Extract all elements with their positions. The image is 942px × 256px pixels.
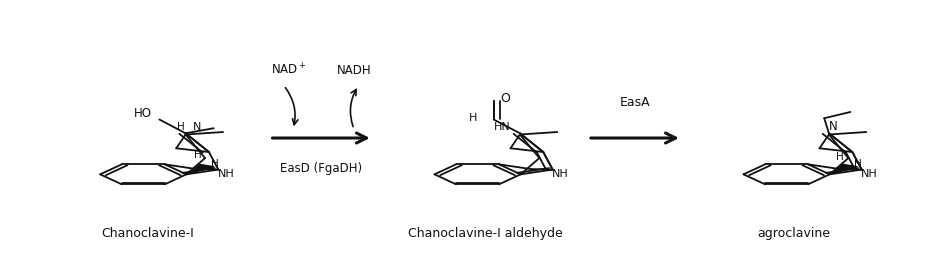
Text: N: N: [193, 122, 202, 132]
Text: EasA: EasA: [620, 97, 650, 110]
Text: H: H: [194, 150, 202, 159]
Text: NADH: NADH: [336, 64, 371, 77]
Text: NH: NH: [218, 169, 235, 179]
Polygon shape: [830, 164, 857, 174]
Text: O: O: [500, 92, 510, 105]
Text: agroclavine: agroclavine: [757, 227, 831, 240]
Text: H: H: [836, 152, 844, 162]
Text: Chanoclavine-I: Chanoclavine-I: [102, 227, 194, 240]
Text: NAD$^+$: NAD$^+$: [270, 63, 306, 78]
Text: Chanoclavine-I aldehyde: Chanoclavine-I aldehyde: [408, 227, 562, 240]
Text: H: H: [854, 159, 862, 169]
Text: HN: HN: [494, 122, 511, 132]
Text: H: H: [468, 113, 477, 123]
Text: H: H: [211, 159, 219, 169]
Text: N: N: [829, 120, 838, 133]
Text: EasD (FgaDH): EasD (FgaDH): [280, 162, 363, 175]
Polygon shape: [187, 164, 214, 174]
Text: HO: HO: [134, 107, 152, 120]
Text: NH: NH: [552, 169, 568, 179]
Text: NH: NH: [861, 169, 878, 179]
Text: H: H: [177, 122, 185, 132]
